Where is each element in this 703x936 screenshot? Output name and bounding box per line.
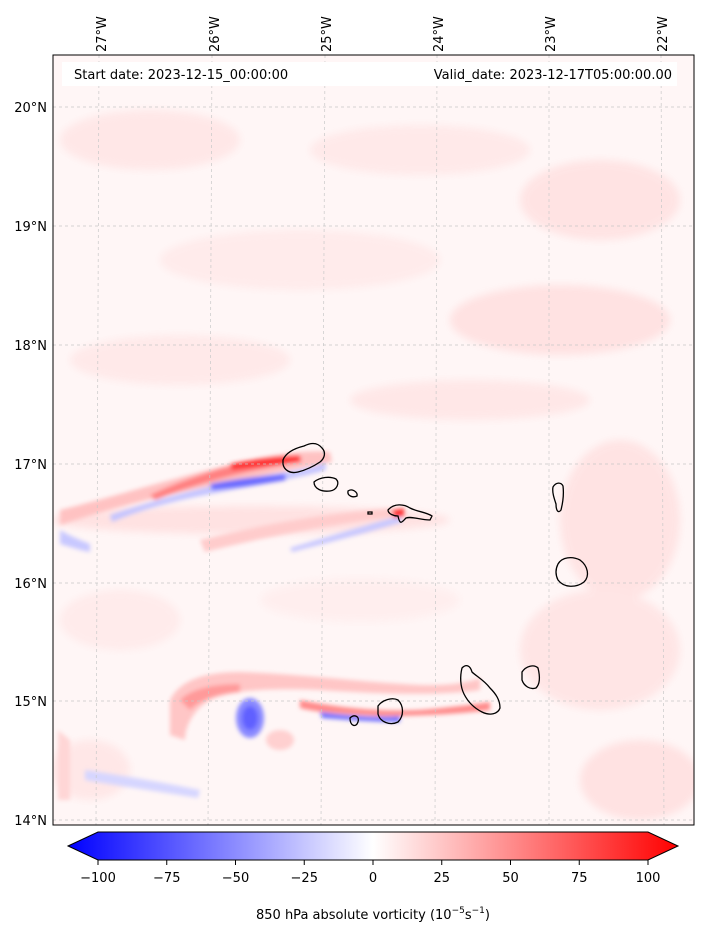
colorbar-tick-label: 25 — [433, 871, 450, 886]
lat-label: 16°N — [14, 577, 47, 592]
start-date-label: Start date: 2023-12-15_00:00:00 — [74, 68, 288, 83]
latitude-labels: 20°N 19°N 18°N 17°N 16°N 15°N 14°N — [14, 101, 47, 829]
vorticity-field — [53, 55, 694, 825]
plot-frame — [52, 54, 695, 826]
colorbar: −100 −75 −50 −25 0 25 50 75 100 850 hPa … — [66, 831, 680, 923]
colorbar-title: 850 hPa absolute vorticity (10−5s−1) — [256, 906, 490, 923]
lat-label: 20°N — [14, 101, 47, 116]
gridlines — [53, 55, 694, 825]
colorbar-tick-label: 75 — [571, 871, 588, 886]
colorbar-tick-label: 0 — [369, 871, 377, 886]
island-brava — [349, 715, 360, 727]
lon-label: 26°W — [208, 16, 223, 52]
island-maio — [521, 665, 540, 690]
colorbar-tick-label: −100 — [80, 871, 116, 886]
island-santo-antao — [282, 442, 326, 474]
lat-label: 18°N — [14, 339, 47, 354]
island-fogo — [377, 698, 404, 725]
colorbar-tick-label: 100 — [636, 871, 661, 886]
colorbar-tick-label: −75 — [153, 871, 180, 886]
lon-label: 23°W — [544, 16, 559, 52]
island-branco — [367, 511, 373, 515]
colorbar-tick-label: −25 — [291, 871, 318, 886]
colorbar-ticks — [97, 860, 649, 865]
colorbar-tick-label: 50 — [502, 871, 519, 886]
island-boa-vista — [555, 557, 589, 587]
colorbar-body — [66, 831, 680, 861]
island-sao-vicente — [313, 476, 339, 492]
longitude-labels: 27°W 26°W 25°W 24°W 23°W 22°W — [95, 16, 671, 52]
lat-label: 17°N — [14, 458, 47, 473]
lon-label: 25°W — [320, 16, 335, 52]
header-box — [62, 62, 677, 86]
colorbar-tick-label: −50 — [222, 871, 249, 886]
lat-label: 19°N — [14, 220, 47, 235]
lon-label: 22°W — [656, 16, 671, 52]
coastlines — [282, 442, 589, 727]
island-sal — [552, 482, 565, 513]
lon-label: 27°W — [95, 16, 110, 52]
island-sao-nicolau — [387, 504, 433, 523]
lat-label: 15°N — [14, 695, 47, 710]
island-santiago — [460, 665, 501, 715]
island-santa-luzia — [347, 489, 358, 498]
lat-label: 14°N — [14, 814, 47, 829]
valid-date-label: Valid_date: 2023-12-17T05:00:00.00 — [434, 68, 672, 83]
lon-label: 24°W — [432, 16, 447, 52]
